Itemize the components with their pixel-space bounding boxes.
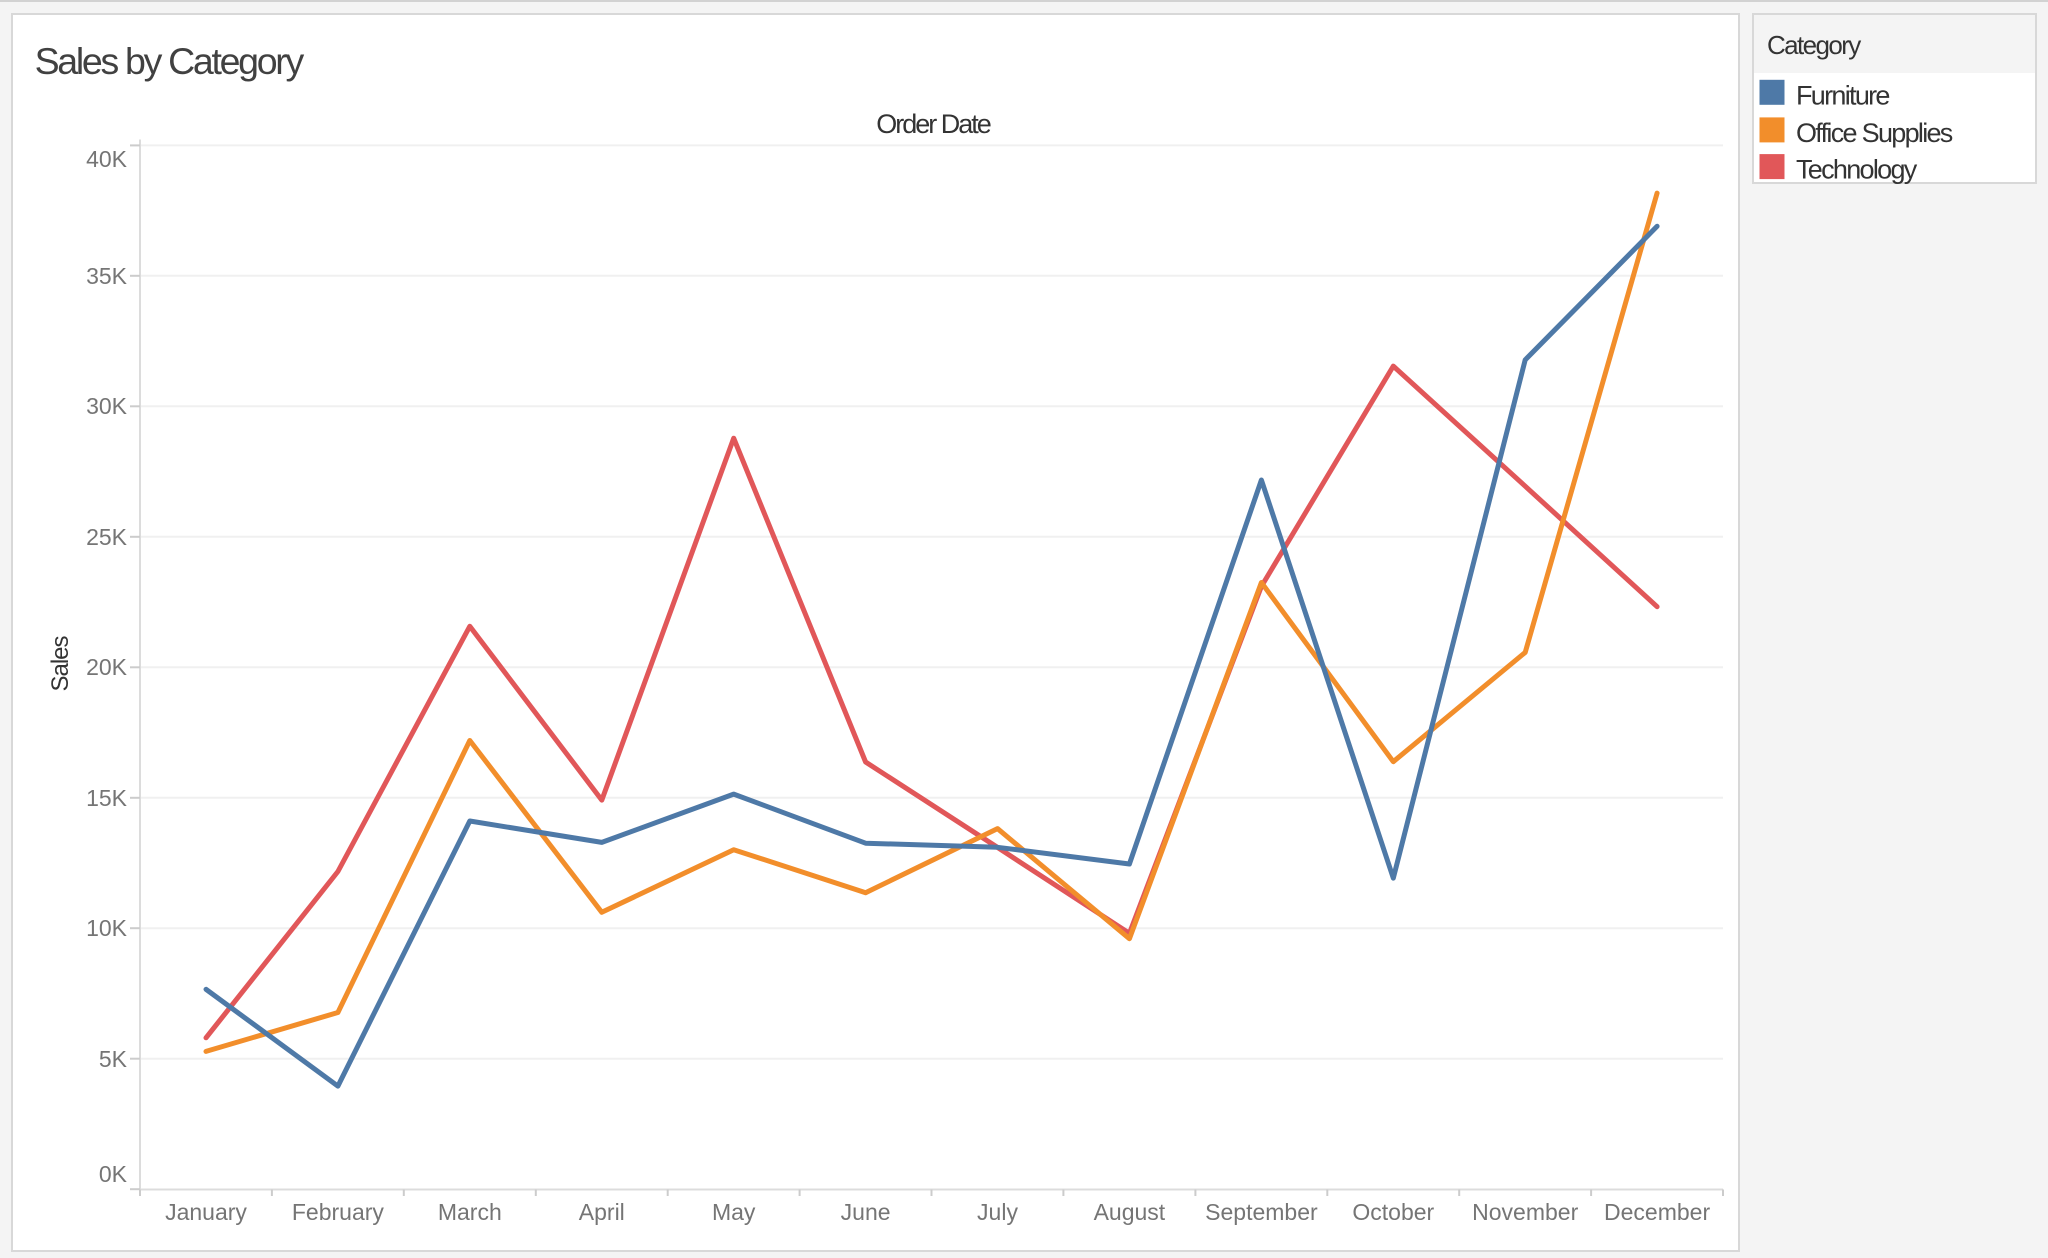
svg-text:February: February <box>292 1199 385 1225</box>
svg-text:15K: 15K <box>86 785 128 811</box>
svg-text:May: May <box>712 1199 756 1225</box>
svg-text:10K: 10K <box>86 915 128 941</box>
svg-text:Category: Category <box>1767 30 1861 60</box>
svg-text:30K: 30K <box>86 393 128 419</box>
svg-text:0K: 0K <box>99 1161 128 1187</box>
svg-text:Office Supplies: Office Supplies <box>1796 118 1953 148</box>
svg-text:Technology: Technology <box>1796 155 1918 185</box>
svg-text:July: July <box>977 1199 1018 1225</box>
svg-text:August: August <box>1094 1199 1166 1225</box>
svg-text:September: September <box>1205 1199 1318 1225</box>
svg-text:October: October <box>1352 1199 1434 1225</box>
svg-text:November: November <box>1472 1199 1578 1225</box>
svg-text:Sales by Category: Sales by Category <box>35 40 305 82</box>
svg-text:June: June <box>841 1199 891 1225</box>
svg-text:Furniture: Furniture <box>1796 81 1889 111</box>
svg-text:December: December <box>1604 1199 1710 1225</box>
svg-text:Sales: Sales <box>47 635 74 691</box>
svg-text:25K: 25K <box>86 524 128 550</box>
svg-text:35K: 35K <box>86 263 128 289</box>
svg-text:Order Date: Order Date <box>876 109 991 139</box>
svg-text:20K: 20K <box>86 654 128 680</box>
svg-text:40K: 40K <box>86 146 128 172</box>
svg-text:5K: 5K <box>99 1046 128 1072</box>
svg-text:March: March <box>438 1199 502 1225</box>
svg-text:January: January <box>165 1199 247 1225</box>
svg-text:April: April <box>579 1199 625 1225</box>
